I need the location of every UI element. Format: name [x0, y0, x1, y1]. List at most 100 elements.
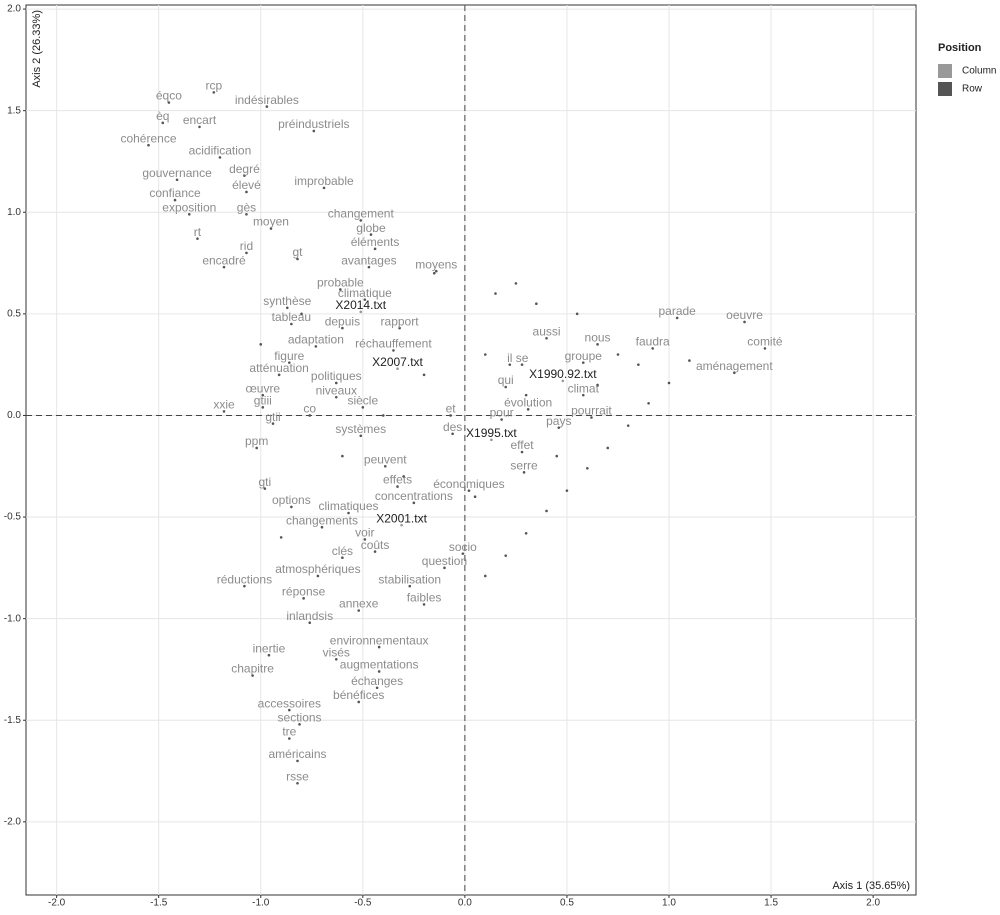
- point: [565, 489, 569, 492]
- point: [626, 424, 630, 427]
- point-label: chapitre: [231, 662, 274, 676]
- point: [408, 584, 412, 588]
- point-label: globe: [356, 221, 386, 235]
- y-tick-label: 2.0: [7, 4, 21, 15]
- point-label: coûts: [361, 538, 390, 552]
- point: [522, 471, 526, 474]
- point: [290, 505, 293, 509]
- point-label: oeuvre: [726, 308, 763, 322]
- y-tick-label: 1.5: [7, 105, 21, 116]
- point: [514, 282, 518, 285]
- point: [520, 363, 524, 366]
- point: [339, 288, 342, 291]
- point: [432, 271, 436, 275]
- point-label: concentrations: [375, 489, 453, 503]
- point: [259, 343, 263, 346]
- point: [434, 269, 438, 273]
- point: [483, 353, 487, 356]
- point-label: groupe: [565, 349, 603, 363]
- point-label: clés: [332, 544, 353, 558]
- point: [520, 450, 524, 454]
- point: [261, 406, 265, 409]
- point-label: réponse: [282, 585, 326, 599]
- point-label: atténuation: [249, 361, 308, 375]
- point: [557, 426, 561, 429]
- point: [296, 781, 299, 785]
- point: [316, 574, 320, 578]
- y-tick-label: 0.0: [7, 410, 21, 421]
- point: [175, 178, 179, 182]
- point: [392, 349, 395, 352]
- point-label: pour: [490, 406, 514, 420]
- point: [173, 198, 177, 202]
- point: [359, 434, 363, 438]
- point-label: inertie: [253, 641, 286, 655]
- point-label: encadré: [202, 253, 246, 267]
- y-tick-label: 0.5: [7, 308, 21, 319]
- point-label: rcp: [205, 79, 222, 93]
- point: [222, 265, 226, 269]
- point: [288, 737, 291, 740]
- point: [198, 125, 201, 129]
- x-tick-label: 1.5: [764, 898, 778, 909]
- point-label: climatique: [338, 286, 392, 300]
- point: [243, 174, 246, 177]
- y-tick-label: 1.0: [7, 207, 21, 218]
- point: [363, 538, 367, 541]
- point: [369, 233, 373, 236]
- point: [422, 373, 426, 377]
- plot-frame: [25, 4, 917, 896]
- point-label: depuis: [325, 314, 360, 328]
- point-label: voir: [355, 526, 374, 540]
- point-label: stabilisation: [378, 572, 441, 586]
- point: [341, 454, 344, 458]
- point-label: moyens: [415, 257, 457, 271]
- point: [504, 554, 508, 557]
- point: [320, 525, 324, 529]
- point-label: synthèse: [263, 294, 311, 308]
- point: [334, 381, 338, 385]
- point: [596, 383, 599, 387]
- point-label: acidification: [189, 144, 252, 158]
- point: [637, 363, 640, 366]
- point-label: évolution: [504, 396, 552, 410]
- point: [590, 416, 593, 419]
- point: [288, 708, 291, 712]
- point: [377, 645, 381, 649]
- point-label: éqco: [156, 89, 182, 103]
- point-label: bénéfices: [333, 688, 384, 702]
- point: [545, 509, 548, 513]
- point: [586, 466, 589, 470]
- point: [245, 212, 248, 216]
- point: [277, 373, 281, 377]
- point: [675, 316, 679, 320]
- point: [359, 219, 363, 222]
- point: [508, 363, 512, 366]
- point: [296, 257, 299, 261]
- point: [483, 574, 487, 578]
- point-label: nous: [585, 331, 611, 345]
- point: [647, 401, 650, 405]
- point: [218, 156, 222, 159]
- legend-label: Column: [962, 66, 996, 77]
- x-tick-label: 0.5: [560, 898, 574, 909]
- point: [263, 487, 267, 490]
- point-label: encart: [183, 113, 217, 127]
- point-label: gtii: [265, 410, 280, 424]
- point-label: se: [516, 351, 529, 365]
- point-label: cohérence: [120, 131, 176, 145]
- point: [290, 322, 293, 326]
- point-label: èq: [156, 109, 169, 123]
- point-label: X2007.txt: [372, 355, 423, 369]
- legend-title: Position: [938, 42, 982, 54]
- point-label: faudra: [636, 335, 670, 349]
- point: [265, 105, 269, 108]
- point-label: indésirables: [235, 93, 299, 107]
- point-label: économiques: [433, 477, 504, 491]
- legend-label: Row: [962, 84, 983, 95]
- point: [347, 511, 350, 515]
- point: [322, 186, 326, 190]
- point-label: visés: [323, 645, 350, 659]
- point-label: rsse: [286, 769, 309, 783]
